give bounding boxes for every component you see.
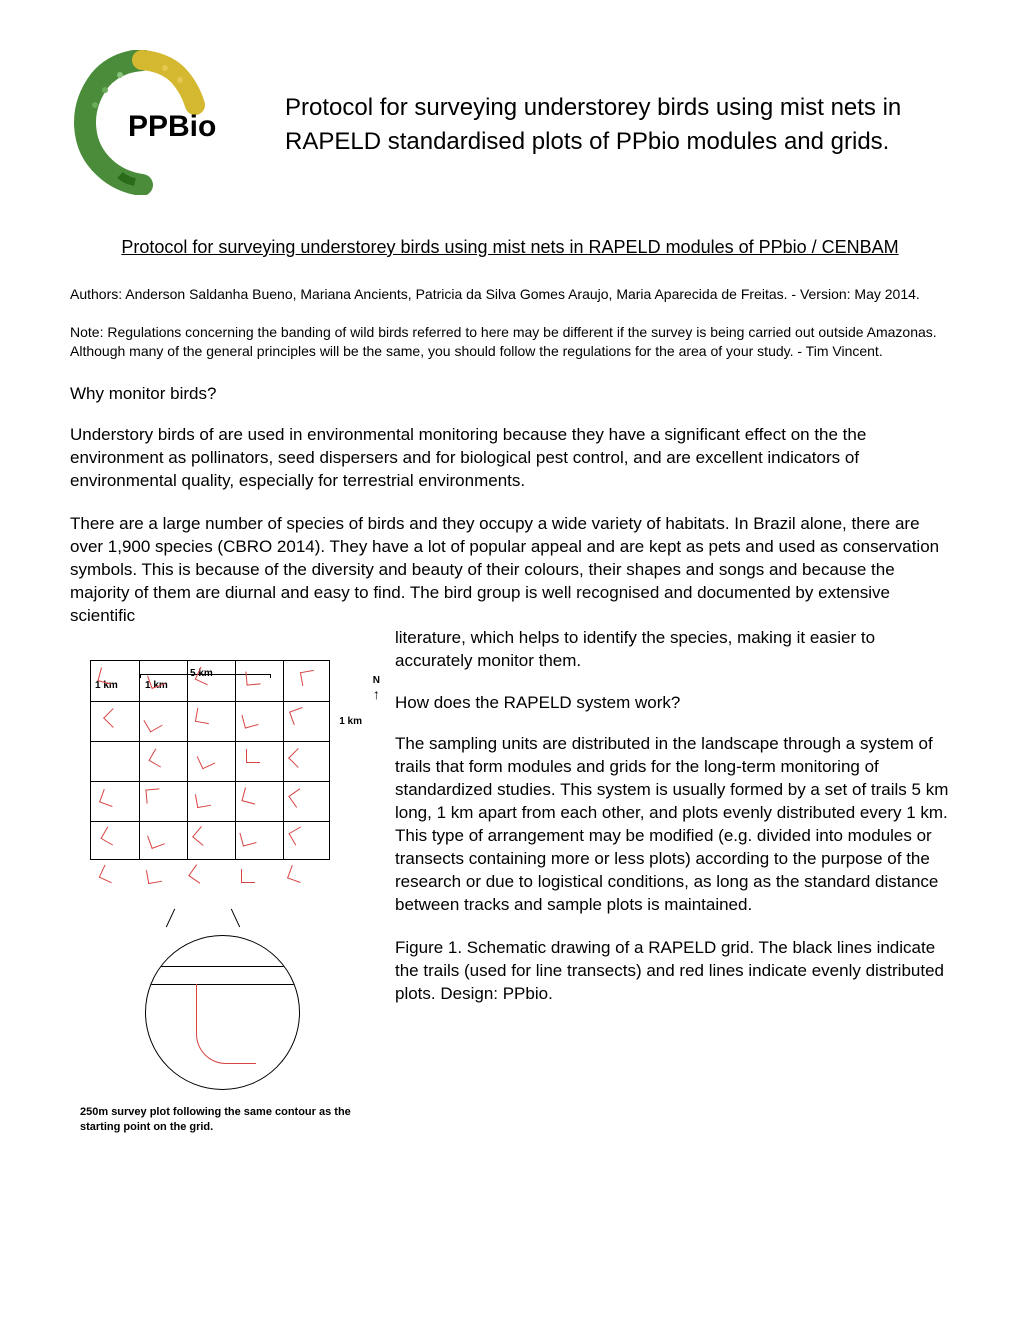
plot-mark (245, 671, 260, 686)
plot-mark (195, 708, 211, 724)
ppbio-logo: PPBio (70, 50, 260, 200)
why-paragraph-1: Understory birds of are used in environm… (70, 424, 950, 493)
north-indicator: N ↑ (373, 675, 380, 702)
plot-mark (246, 749, 260, 763)
plot-mark (147, 671, 165, 689)
rapeld-grid-diagram: 5 km 1 km 1 km 1 km N ↑ (70, 660, 350, 920)
grid-box (90, 660, 330, 860)
logo-text: PPBio (128, 110, 216, 144)
plot-mark (241, 712, 258, 729)
plot-mark (239, 830, 256, 847)
plot-mark (103, 709, 123, 729)
plot-mark (99, 789, 117, 807)
plot-mark (287, 865, 305, 883)
north-arrow-icon: ↑ (373, 686, 380, 702)
plot-mark (288, 827, 307, 846)
plot-mark (241, 788, 258, 805)
plot-mark (289, 707, 307, 725)
plot-mark (148, 749, 167, 768)
magnify-caption: 250m survey plot following the same cont… (80, 1105, 375, 1134)
note-text: Note: Regulations concerning the banding… (70, 323, 950, 362)
why-heading: Why monitor birds? (70, 384, 950, 404)
plot-mark (195, 667, 214, 686)
plot-mark (99, 865, 118, 884)
plot-mark (100, 827, 119, 846)
label-1km-right: 1 km (339, 716, 362, 727)
document-title: Protocol for surveying understorey birds… (285, 91, 950, 158)
document-header: PPBio Protocol for surveying understorey… (70, 50, 950, 200)
plot-mark (97, 668, 114, 685)
magnify-plot-curve (196, 984, 256, 1064)
north-label: N (373, 675, 380, 686)
magnified-plot-view (145, 935, 300, 1090)
plot-mark (188, 865, 207, 884)
plot-mark (300, 670, 316, 686)
magnify-trail-line-1 (146, 966, 299, 967)
figure-1: 5 km 1 km 1 km 1 km N ↑ (70, 632, 375, 1134)
document-subtitle: Protocol for surveying understorey birds… (70, 235, 950, 260)
plot-mark (241, 869, 255, 883)
plot-mark (145, 789, 160, 804)
magnify-connector-left (166, 909, 175, 928)
authors-line: Authors: Anderson Saldanha Bueno, Marian… (70, 285, 950, 305)
figure-text-wrap: 5 km 1 km 1 km 1 km N ↑ (70, 627, 950, 1005)
magnify-connector-right (231, 909, 240, 928)
plot-mark (195, 792, 211, 808)
plot-mark (147, 831, 165, 849)
plot-mark (143, 714, 162, 733)
why-paragraph-2-part1: There are a large number of species of b… (70, 513, 950, 628)
plot-mark (288, 789, 307, 808)
plot-mark (192, 827, 212, 847)
plot-mark (288, 749, 308, 769)
plot-mark (197, 751, 216, 770)
plot-mark (146, 868, 162, 884)
